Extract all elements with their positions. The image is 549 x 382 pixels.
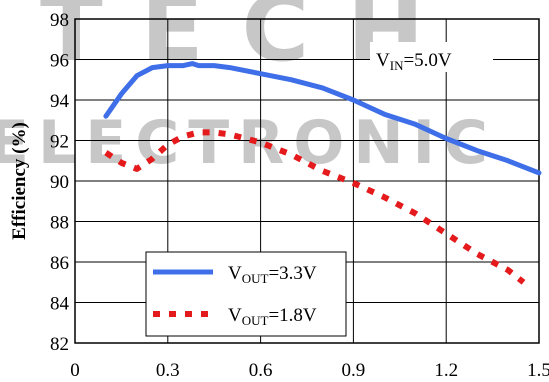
x-tick-label: 0 bbox=[70, 360, 80, 381]
y-tick-label: 92 bbox=[50, 132, 69, 153]
series-layer bbox=[103, 61, 542, 285]
y-tick-label: 94 bbox=[50, 91, 70, 112]
annotation-bg bbox=[370, 42, 493, 72]
x-tick-label: 1.2 bbox=[434, 360, 458, 381]
vin-annotation: VIN=5.0V bbox=[370, 42, 493, 73]
tick-labels: 0 0.3 0.6 0.9 1.2 1.5 82 84 86 88 90 92 94 96 98 bbox=[50, 10, 549, 381]
legend-label-1: VOUT=3.3V bbox=[228, 263, 317, 286]
x-tick-label: 1.5 bbox=[527, 360, 549, 381]
y-tick-label: 90 bbox=[50, 172, 69, 193]
vin-label: VIN=5.0V bbox=[376, 50, 452, 73]
legend-label-2: VOUT=1.8V bbox=[228, 305, 317, 328]
y-axis-title: Efficiency (%) bbox=[9, 122, 30, 240]
x-tick-label: 0.9 bbox=[342, 360, 366, 381]
x-tick-label: 0.6 bbox=[249, 360, 273, 381]
series-line-1 bbox=[103, 61, 542, 176]
y-tick-label: 86 bbox=[50, 253, 69, 274]
x-tick-label: 0.3 bbox=[156, 360, 180, 381]
plot-frame bbox=[74, 18, 540, 344]
legend-box bbox=[145, 251, 347, 337]
y-tick-label: 84 bbox=[50, 294, 70, 315]
legend: VOUT=3.3V VOUT=1.8V bbox=[145, 251, 347, 337]
y-tick-label: 88 bbox=[50, 213, 69, 234]
y-tick-label: 96 bbox=[50, 51, 69, 72]
y-tick-label: 98 bbox=[50, 10, 69, 31]
y-tick-label: 82 bbox=[50, 334, 69, 355]
series-line-2 bbox=[104, 129, 526, 285]
